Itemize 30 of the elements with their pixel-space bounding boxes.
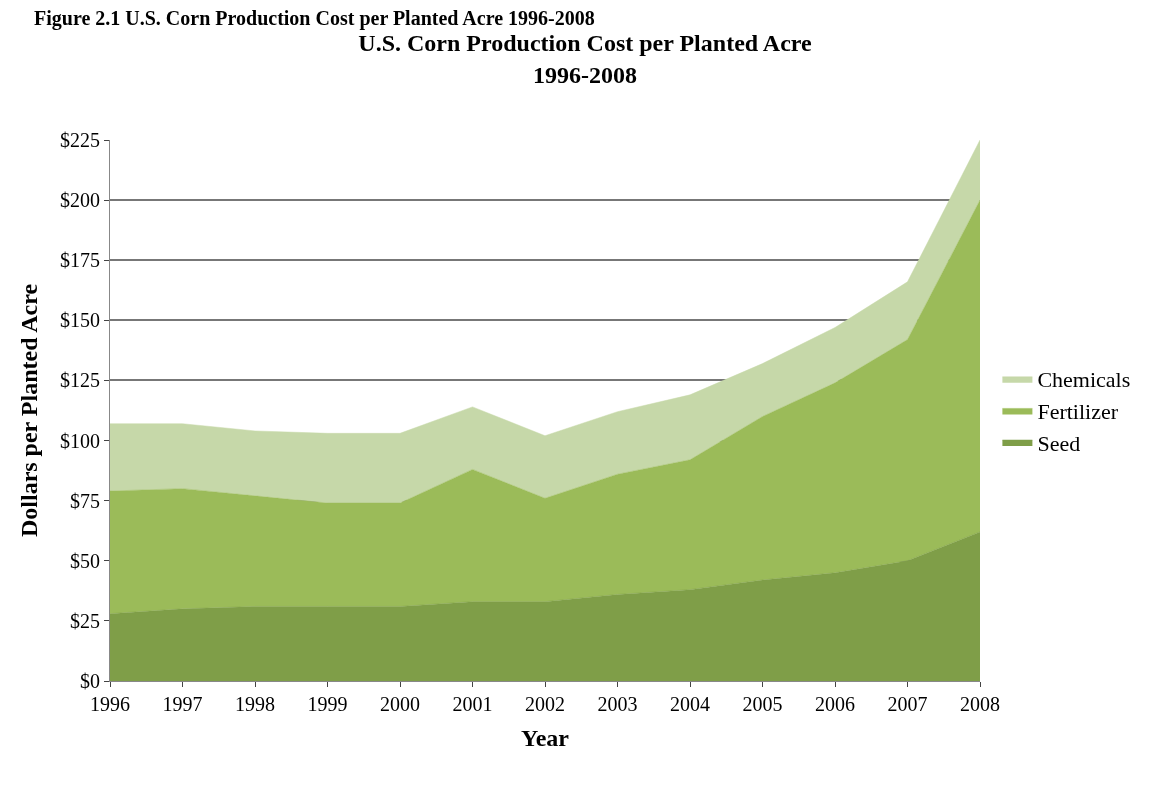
y-tick-label: $150 <box>60 309 100 332</box>
y-tick-label: $25 <box>70 609 100 632</box>
x-tick-label: 2003 <box>597 693 638 715</box>
legend-label: Chemicals <box>1037 367 1131 393</box>
x-tick-label: 1997 <box>162 693 203 715</box>
x-tick-label: 2006 <box>815 693 855 715</box>
x-tick-label: 2001 <box>452 693 493 715</box>
x-tick-label: 2004 <box>670 693 710 715</box>
y-axis-title: Dollars per Planted Acre <box>16 283 43 538</box>
x-tick-label: 2005 <box>742 693 783 715</box>
y-tick-label: $50 <box>70 549 100 572</box>
y-tick-label: $225 <box>60 129 100 151</box>
y-tick-label: $0 <box>80 670 100 692</box>
legend-label: Fertilizer <box>1037 398 1119 424</box>
y-tick-label: $200 <box>60 189 100 212</box>
x-tick-label: 1996 <box>90 693 130 715</box>
x-tick-label: 2007 <box>887 693 928 715</box>
y-tick-label: $175 <box>60 249 100 272</box>
chart-title: U.S. Corn Production Cost per Planted Acre 1996-2008 <box>358 30 813 88</box>
x-tick-label: 2002 <box>525 693 565 715</box>
x-tick-label: 1998 <box>235 693 275 715</box>
x-axis-title: Year <box>521 725 570 752</box>
y-tick-label: $100 <box>60 429 100 452</box>
x-tick-label: 2000 <box>380 693 420 715</box>
y-tick-label: $125 <box>60 369 100 392</box>
x-tick-label: 2008 <box>960 693 1000 715</box>
legend-label: Seed <box>1037 430 1081 456</box>
x-tick-label: 1999 <box>307 693 348 715</box>
y-tick-label: $75 <box>70 489 100 512</box>
caption: Figure 2.1 U.S. Corn Production Cost per Planted Acre 1996-2008 <box>34 7 595 30</box>
